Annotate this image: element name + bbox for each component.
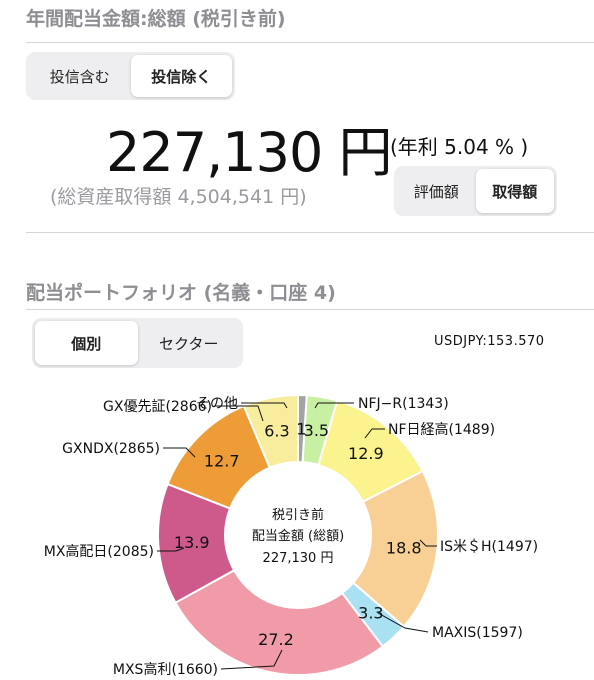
leader-line [220, 649, 283, 670]
slice-value-label: 27.2 [258, 630, 294, 649]
donut-slice[interactable] [242, 393, 299, 469]
slice-value-label: 3.3 [358, 604, 383, 623]
slice-value-label: 12.9 [348, 444, 384, 463]
toggle-include-funds[interactable]: 投信含む [49, 67, 110, 86]
slice-name-label: その他 [196, 396, 238, 412]
slice-value-label: 13.9 [174, 533, 210, 552]
leader-line [377, 612, 429, 633]
leader-line [419, 539, 437, 547]
leader-line [163, 447, 196, 458]
leader-line [215, 405, 264, 422]
center-label-line-3: 227,130 円 [263, 551, 334, 566]
usdjpy-rate: USDJPY:153.570 [434, 334, 545, 349]
dividend-total-title: 年間配当金額:総額 (税引き前) [26, 8, 286, 30]
portfolio-title: 配当ポートフォリオ (名義・口座 4) [26, 282, 336, 304]
divider [26, 232, 594, 233]
slice-value-label: 1 [296, 420, 306, 439]
portfolio-view-toggle[interactable]: 個別 セクター [32, 318, 243, 368]
toggle-sector[interactable]: セクター [159, 334, 219, 353]
fund-include-toggle[interactable]: 投信含む 投信除く [26, 52, 235, 100]
total-acquisition-amount: (総資産取得額 4,504,541 円) [50, 186, 307, 208]
annual-dividend-amount: 227,130 円 [106, 121, 392, 184]
slice-value-label: 12.7 [204, 452, 240, 471]
leader-line [314, 402, 354, 409]
toggle-individual[interactable]: 個別 [35, 321, 138, 365]
valuation-basis-toggle[interactable]: 評価額 取得額 [394, 166, 557, 216]
slice-name-label: GX優先証(2866) [103, 399, 212, 415]
slice-value-label: 6.3 [264, 422, 289, 441]
slice-name-label: IS米＄H(1497) [440, 539, 538, 555]
leader-line [157, 547, 185, 552]
slice-value-label: 18.8 [386, 539, 422, 558]
slice-name-label: NF日経高(1489) [388, 421, 495, 438]
toggle-market-value[interactable]: 評価額 [413, 182, 459, 201]
leader-line [364, 428, 385, 439]
toggle-exclude-funds[interactable]: 投信除く [130, 55, 232, 97]
divider [26, 309, 594, 310]
toggle-acquisition-cost[interactable]: 取得額 [475, 169, 554, 213]
annual-yield: (年利 5.04 % ) [390, 135, 529, 159]
divider [26, 42, 594, 43]
donut-slice[interactable] [174, 568, 385, 676]
leader-line [241, 402, 288, 409]
slice-name-label: MAXIS(1597) [432, 625, 523, 641]
slice-value-label: 3.5 [304, 421, 329, 440]
slice-name-label: NFJ−R(1343) [358, 396, 449, 412]
slice-name-label: GXNDX(2865) [62, 441, 160, 457]
center-label-line-1: 税引き前 [272, 507, 324, 523]
slice-name-label: MXS高利(1660) [113, 661, 218, 678]
slice-name-label: MX高配日(2085) [44, 543, 154, 560]
center-label-line-2: 配当金額 (総額) [252, 528, 344, 544]
